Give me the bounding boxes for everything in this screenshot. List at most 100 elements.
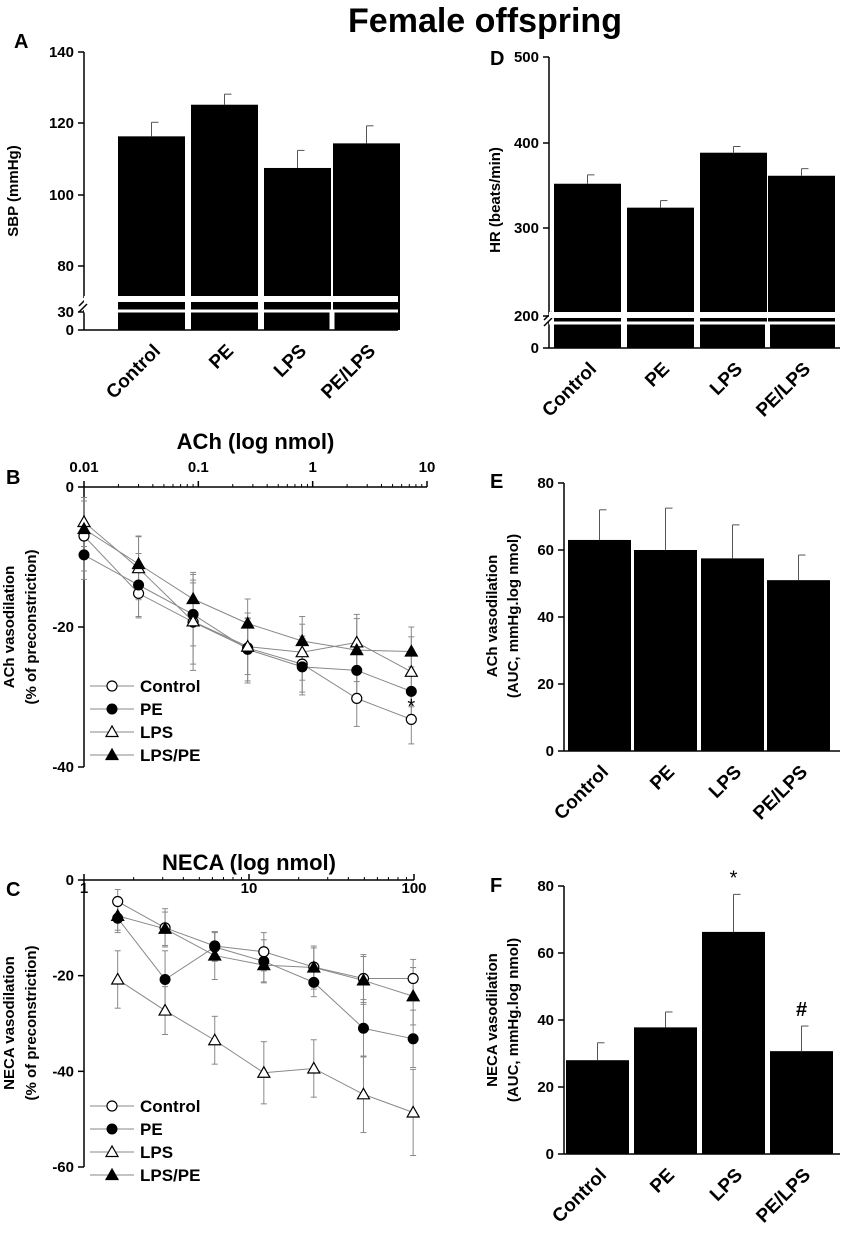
y-tick-label: 500 [514, 49, 539, 66]
legend-marker-pe [106, 1123, 118, 1135]
x-tick-label: 10 [241, 880, 258, 897]
x-category-label: PE [641, 359, 674, 392]
x-tick-label: 10 [419, 459, 436, 476]
point-pe [405, 685, 417, 697]
legend-label-pe: PE [140, 1120, 163, 1139]
bar-pe-lps [767, 580, 830, 751]
panel-a-sbp-chart: A 140 120 100 80 300 SBP (mmHg) Control PE LPS PE/… [5, 31, 400, 403]
y-tick-label: -20 [52, 968, 74, 985]
point-control [258, 946, 270, 958]
point-lps-pe [306, 960, 321, 973]
figure-title: Female offspring [348, 2, 622, 40]
panel-b-ach-line-chart: B 0.01 0.1 1 10 ACh (log nmol) 0 -20 -40 ACh vaso… [1, 429, 435, 776]
y-tick-label: 20 [537, 1079, 554, 1096]
point-control [405, 713, 417, 726]
y-tick-label: 0 [546, 1146, 554, 1163]
point-lps [207, 1033, 222, 1046]
point-lps [240, 639, 255, 652]
y-axis-label: (% of preconstriction) [23, 945, 40, 1100]
point-lps [306, 1061, 321, 1074]
y-axis-label: ACh vasodilation [484, 555, 501, 678]
legend-marker-control [106, 680, 118, 692]
bar-pe-lps [333, 143, 400, 330]
y-tick-label: 300 [514, 220, 539, 237]
point-lps-pe [256, 957, 271, 971]
point-lps-pe [131, 556, 146, 570]
x-category-label: Control [548, 1165, 611, 1228]
x-tick-label: 1 [308, 459, 316, 476]
y-axis-label: NECA vasodilation [1, 956, 18, 1090]
y-tick-label: 0 [66, 872, 74, 889]
point-lps-pe [404, 644, 419, 657]
point-control [351, 692, 363, 705]
x-category-label: PE/LPS [317, 341, 380, 404]
legend-label-pe: PE [140, 700, 163, 719]
y-axis-label: HR (beats/min) [487, 147, 504, 253]
legend-marker-lps [104, 1144, 120, 1158]
legend-marker-lps-pe [104, 1167, 120, 1181]
x-category-label: PE/LPS [752, 359, 815, 422]
x-category-label: LPS [706, 359, 747, 400]
y-tick-label: 80 [537, 475, 554, 492]
bar-lps [702, 931, 765, 1154]
panel-letter-a: A [14, 31, 28, 53]
y-tick-label: 0 [531, 340, 539, 357]
y-axis-label: (AUC, mmHg.log nmol) [505, 938, 522, 1102]
axis-break-mark [78, 303, 88, 313]
x-category-label: Control [550, 762, 613, 825]
y-tick-label: 80 [537, 878, 554, 895]
point-lps-pe [207, 948, 222, 961]
legend-marker-control [106, 1100, 118, 1112]
bar-pe [627, 207, 694, 348]
legend-marker-lps-pe [104, 747, 120, 761]
bar-control [566, 1060, 629, 1154]
legend-label-lps: LPS [140, 1143, 173, 1162]
point-lps-pe [110, 908, 125, 921]
significance-marker: # [796, 999, 807, 1021]
x-category-label: LPS [706, 1165, 747, 1206]
y-tick-label: 0 [66, 479, 74, 496]
y-tick-label: 60 [537, 945, 554, 962]
x-category-label: PE/LPS [749, 762, 812, 825]
y-tick-label: -60 [52, 1159, 74, 1176]
point-lps [256, 1065, 271, 1078]
y-axis-label: (% of preconstriction) [23, 549, 40, 704]
point-control [112, 895, 124, 908]
panel-letter-d: D [490, 48, 504, 70]
point-lps [404, 664, 419, 677]
legend-label-control: Control [140, 1097, 200, 1116]
x-category-label: LPS [705, 762, 746, 803]
legend-label-control: Control [140, 677, 200, 696]
point-lps-pe [76, 521, 92, 535]
x-tick-label: 0.1 [188, 459, 209, 476]
bar-lps [264, 167, 331, 330]
y-tick-label: 40 [537, 609, 554, 626]
point-pe [351, 664, 363, 676]
axis-break-mark [543, 317, 553, 327]
bar-pe-lps [768, 175, 835, 348]
x-category-label: Control [538, 359, 601, 422]
point-lps [186, 614, 201, 627]
bar-pe [634, 550, 697, 751]
panel-letter-e: E [490, 471, 503, 493]
x-axis-title: ACh (log nmol) [177, 429, 335, 454]
y-axis-label: (AUC, mmHg.log nmol) [505, 534, 522, 698]
bar-control [554, 183, 621, 348]
point-pe [407, 1033, 419, 1045]
point-lps-pe [406, 989, 421, 1002]
x-category-label: LPS [270, 341, 311, 382]
panel-letter-f: F [490, 875, 502, 897]
y-tick-label: 120 [49, 115, 74, 132]
panel-letter-b: B [6, 467, 20, 489]
x-category-label: PE/LPS [752, 1165, 815, 1228]
point-lps [295, 644, 310, 658]
point-lps-pe [186, 591, 201, 605]
point-pe [159, 973, 171, 985]
point-pe [78, 549, 90, 561]
y-tick-label: 200 [514, 308, 539, 325]
x-category-label: Control [102, 341, 165, 404]
y-axis-label: NECA vasodilation [484, 953, 501, 1087]
y-tick-label: -40 [52, 1063, 74, 1080]
x-category-label: PE [205, 341, 238, 374]
